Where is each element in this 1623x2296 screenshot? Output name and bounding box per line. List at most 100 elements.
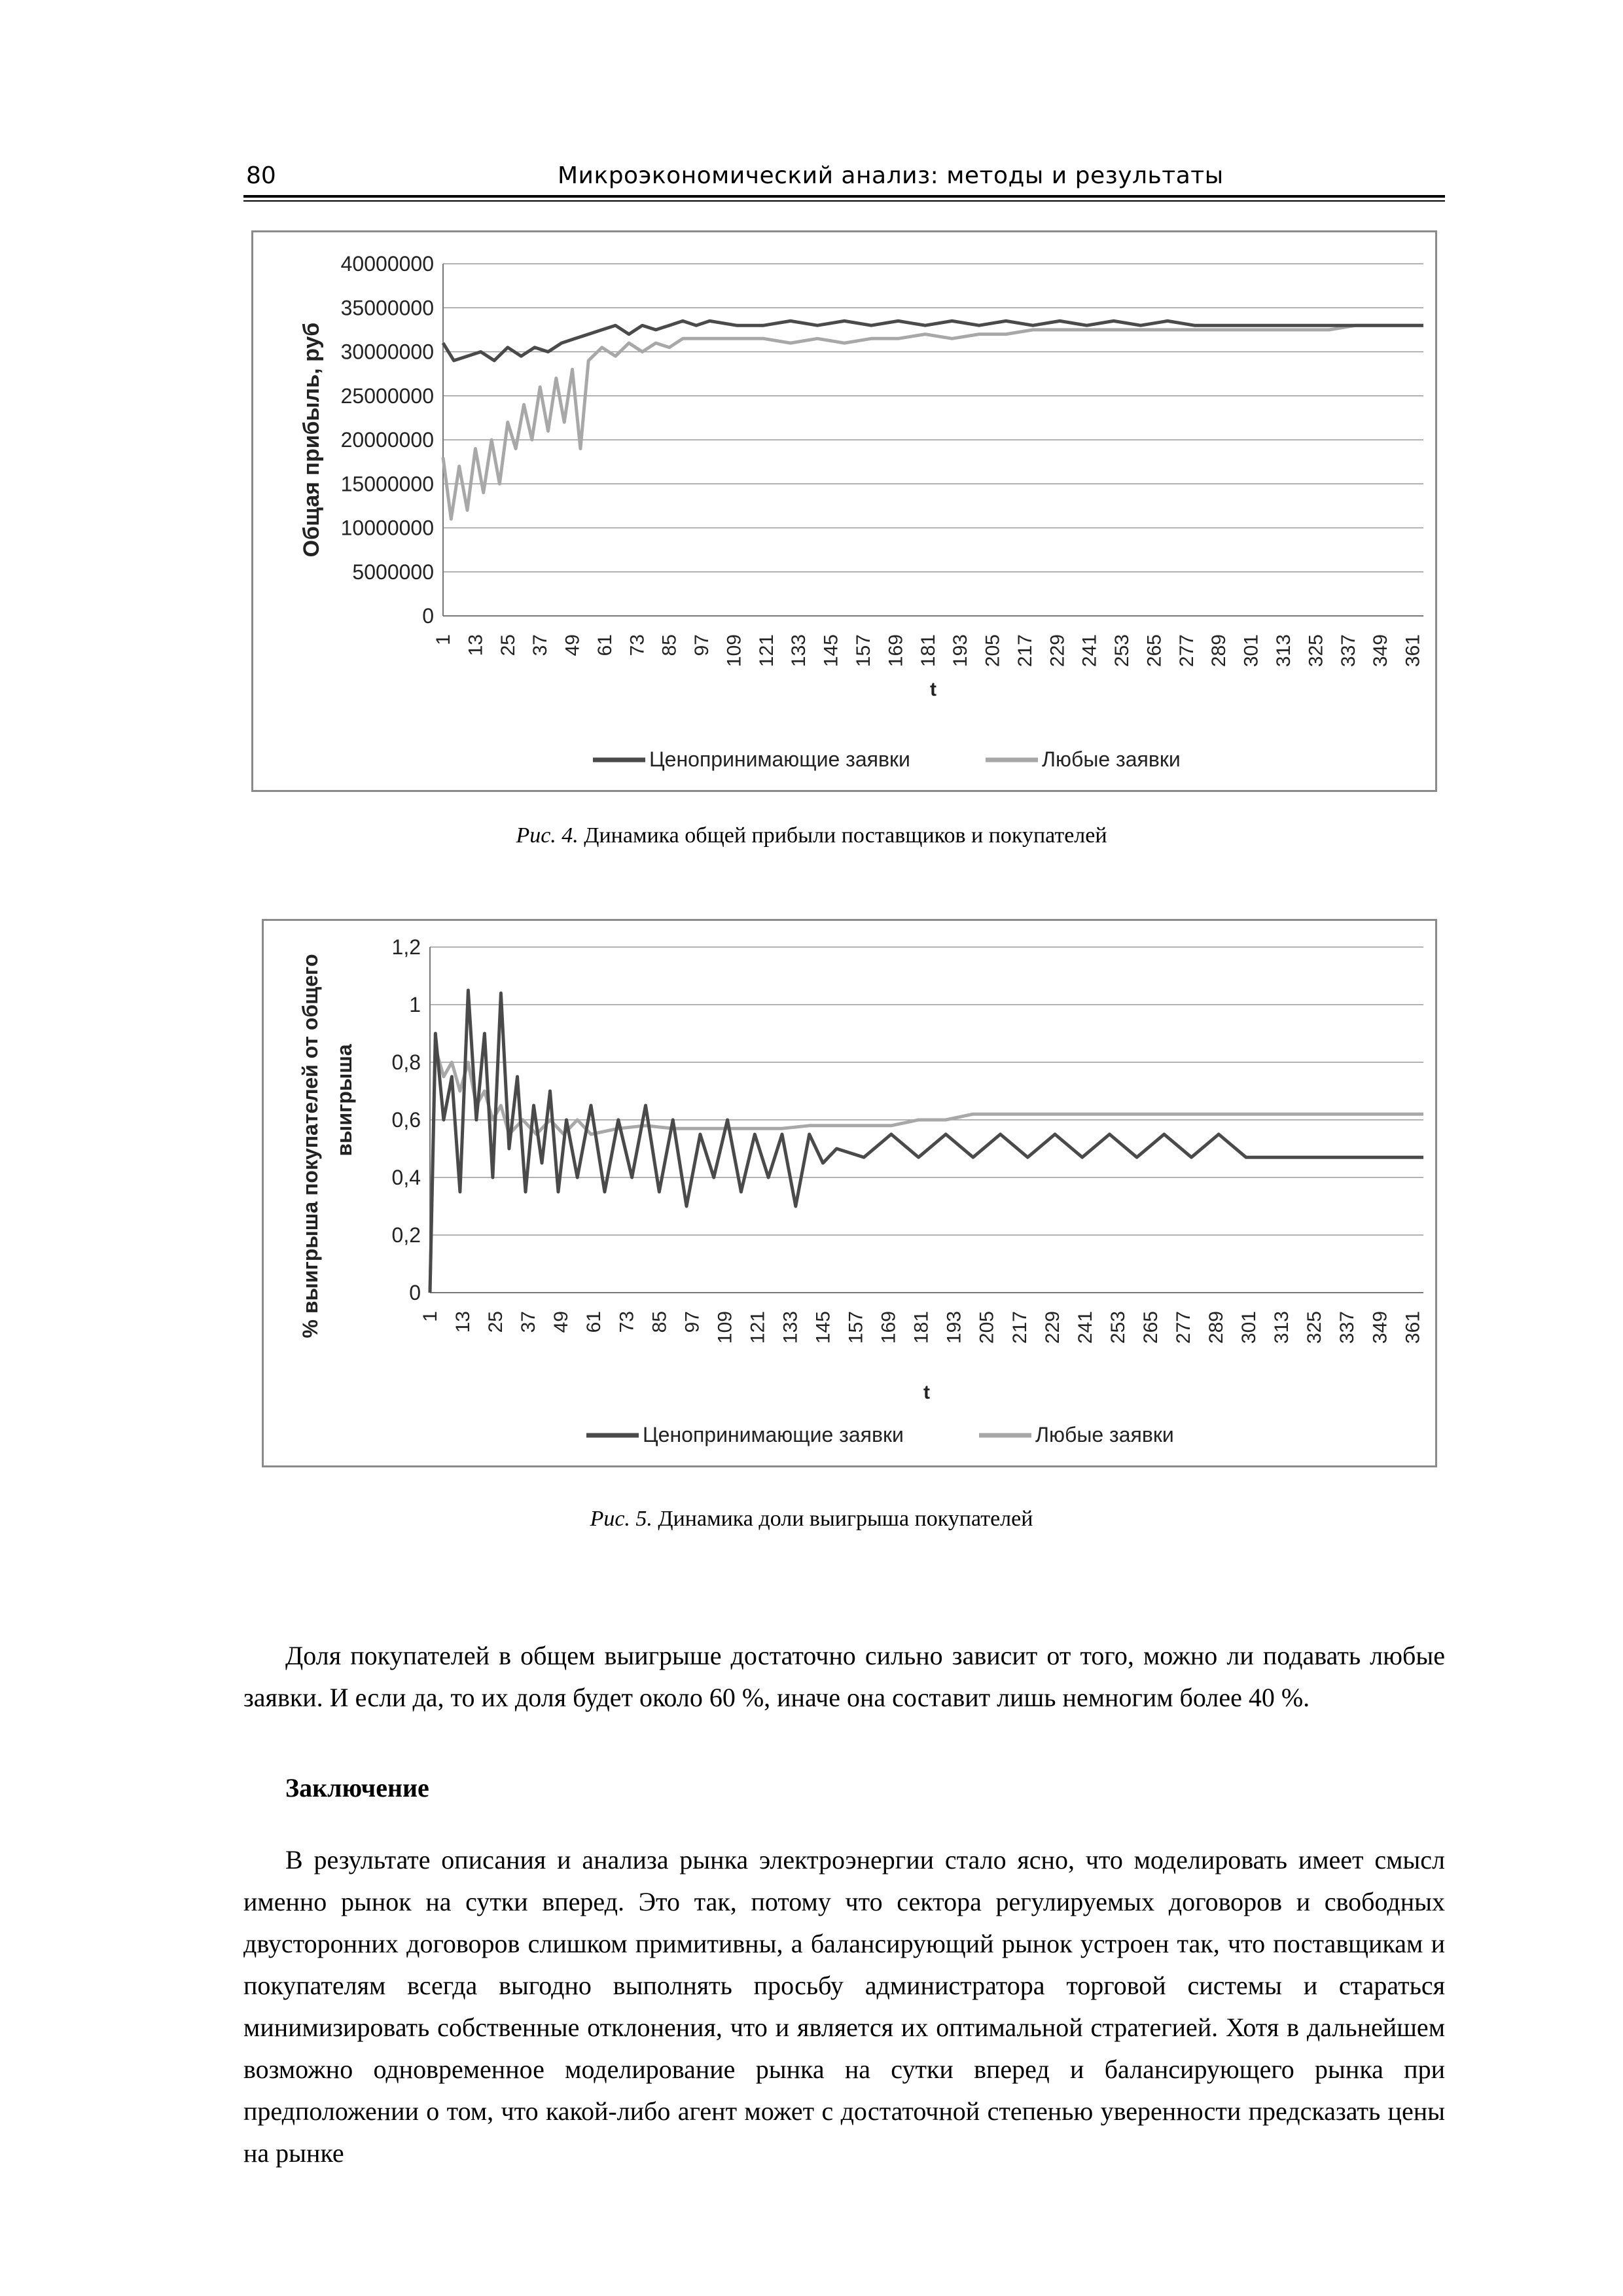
x-tick-label: 73 — [616, 1311, 637, 1333]
x-tick-label: 253 — [1107, 1311, 1129, 1344]
x-tick-label: 133 — [779, 1311, 801, 1344]
x-tick-label: 97 — [681, 1311, 703, 1333]
x-tick-label: 205 — [982, 634, 1004, 667]
x-tick-label: 241 — [1079, 634, 1101, 667]
x-tick-label: 25 — [485, 1311, 507, 1333]
x-axis-label: t — [923, 1382, 930, 1403]
figure-caption-4: Рис. 4. Динамика общей прибыли поставщик… — [0, 823, 1623, 848]
x-tick-label: 157 — [853, 634, 874, 667]
x-tick-label: 361 — [1402, 1311, 1423, 1344]
x-tick-label: 61 — [583, 1311, 605, 1333]
x-tick-label: 97 — [691, 634, 713, 656]
y-tick-label: 0,2 — [392, 1223, 421, 1247]
y-tick-label: 5000000 — [352, 560, 434, 584]
y-tick-label: 1 — [409, 993, 421, 1016]
y-tick-label: 10000000 — [341, 516, 434, 540]
caption-text: Динамика доли выигрыша покупателей — [658, 1507, 1033, 1531]
y-tick-label: 0 — [422, 604, 434, 628]
paragraph-text: Доля покупателей в общем выигрыше достат… — [243, 1641, 1445, 1712]
x-tick-label: 169 — [885, 634, 906, 667]
profit-chart-svg: 0 5000000 10000000 15000000 20000000 25000000… — [299, 252, 1424, 771]
x-tick-label: 1 — [433, 634, 454, 645]
x-tick-label: 217 — [1014, 634, 1036, 667]
x-tick-label: 13 — [452, 1311, 474, 1333]
paragraph-text: В результате описания и анализа рынка эл… — [243, 1845, 1445, 2168]
x-tick-label: 253 — [1111, 634, 1133, 667]
x-tick-label: 169 — [878, 1311, 900, 1344]
y-tick-label: 0,4 — [392, 1166, 421, 1189]
x-tick-label: 181 — [918, 634, 939, 667]
x-tick-label: 325 — [1304, 1311, 1325, 1344]
x-tick-label: 1 — [419, 1311, 441, 1322]
y-tick-label: 20000000 — [341, 428, 434, 452]
x-tick-label: 265 — [1143, 634, 1165, 667]
x-tick-label: 229 — [1042, 1311, 1063, 1344]
x-tick-label: 49 — [562, 634, 584, 656]
series-line-0 — [441, 319, 1423, 363]
running-header: 80 Микроэкономический анализ: методы и р… — [243, 157, 1445, 202]
x-tick-label: 277 — [1176, 634, 1198, 667]
legend-label-0: Ценопринимающие заявки — [649, 747, 910, 771]
x-tick-label: 325 — [1305, 634, 1327, 667]
x-tick-label: 277 — [1173, 1311, 1194, 1344]
legend-label-1: Любые заявки — [1035, 1423, 1174, 1446]
series-line-0 — [428, 988, 1423, 1293]
x-tick-label: 121 — [747, 1311, 768, 1344]
y-tick-label: 0,6 — [392, 1108, 421, 1132]
x-tick-label: 289 — [1208, 634, 1230, 667]
x-tick-label: 13 — [465, 634, 486, 656]
x-tick-label: 145 — [813, 1311, 834, 1344]
y-tick-label: 35000000 — [341, 296, 434, 319]
x-tick-label: 301 — [1241, 634, 1262, 667]
x-tick-label: 241 — [1075, 1311, 1096, 1344]
x-tick-label: 157 — [846, 1311, 867, 1344]
x-tick-label: 193 — [950, 634, 971, 667]
x-tick-label: 49 — [550, 1311, 572, 1333]
y-tick-label: 1,2 — [392, 935, 421, 959]
x-tick-label: 109 — [714, 1311, 736, 1344]
profit-chart: 0 5000000 10000000 15000000 20000000 25000000… — [251, 230, 1437, 792]
x-tick-label: 145 — [821, 634, 842, 667]
x-tick-label: 361 — [1402, 634, 1424, 667]
x-tick-label: 61 — [594, 634, 616, 656]
x-tick-label: 37 — [529, 634, 551, 656]
x-tick-label: 85 — [649, 1311, 670, 1333]
x-tick-label: 25 — [497, 634, 519, 656]
y-tick-label: 15000000 — [341, 472, 434, 495]
y-tick-label: 40000000 — [341, 252, 434, 276]
x-axis-label: t — [930, 679, 936, 700]
x-tick-label: 109 — [723, 634, 745, 667]
x-tick-label: 229 — [1046, 634, 1068, 667]
x-tick-label: 193 — [944, 1311, 965, 1344]
buyer-share-chart-svg: 0 0,2 0,4 0,6 0,8 1 1,2 1 13 25 37 49 61 73 85 97 109 121… — [298, 935, 1423, 1446]
x-tick-label: 349 — [1370, 634, 1391, 667]
y-tick-label: 0 — [409, 1281, 421, 1304]
body-paragraph-1: Доля покупателей в общем выигрыше достат… — [243, 1635, 1445, 1719]
x-tick-label: 337 — [1338, 634, 1359, 667]
x-tick-label: 85 — [659, 634, 681, 656]
x-tick-label: 133 — [788, 634, 810, 667]
figure-caption-5: Рис. 5. Динамика доли выигрыша покупател… — [0, 1507, 1623, 1532]
x-tick-label: 205 — [976, 1311, 998, 1344]
x-tick-label: 313 — [1271, 1311, 1293, 1344]
caption-prefix: Рис. 4. — [516, 823, 579, 848]
series-line-1 — [428, 1046, 1423, 1293]
x-tick-label: 121 — [756, 634, 777, 667]
caption-text: Динамика общей прибыли поставщиков и пок… — [584, 823, 1107, 848]
y-tick-label: 25000000 — [341, 384, 434, 408]
y-axis-label: Общая прибыль, руб — [299, 323, 324, 558]
caption-prefix: Рис. 5. — [590, 1507, 652, 1531]
legend-label-0: Ценопринимающие заявки — [643, 1423, 904, 1446]
running-title: Микроэкономический анализ: методы и резу… — [558, 162, 1224, 189]
x-tick-label: 37 — [518, 1311, 539, 1333]
section-title: Заключение — [285, 1773, 429, 1803]
x-tick-label: 301 — [1238, 1311, 1260, 1344]
x-tick-label: 265 — [1140, 1311, 1162, 1344]
buyer-share-chart: 0 0,2 0,4 0,6 0,8 1 1,2 1 13 25 37 49 61 73 85 97 109 121… — [262, 919, 1437, 1467]
y-axis-label: % выигрыша покупателей от общего — [298, 954, 322, 1338]
header-rule-thin — [243, 200, 1445, 202]
x-tick-label: 313 — [1273, 634, 1294, 667]
y-tick-label: 30000000 — [341, 340, 434, 364]
x-tick-label: 181 — [911, 1311, 933, 1344]
x-tick-label: 217 — [1009, 1311, 1031, 1344]
